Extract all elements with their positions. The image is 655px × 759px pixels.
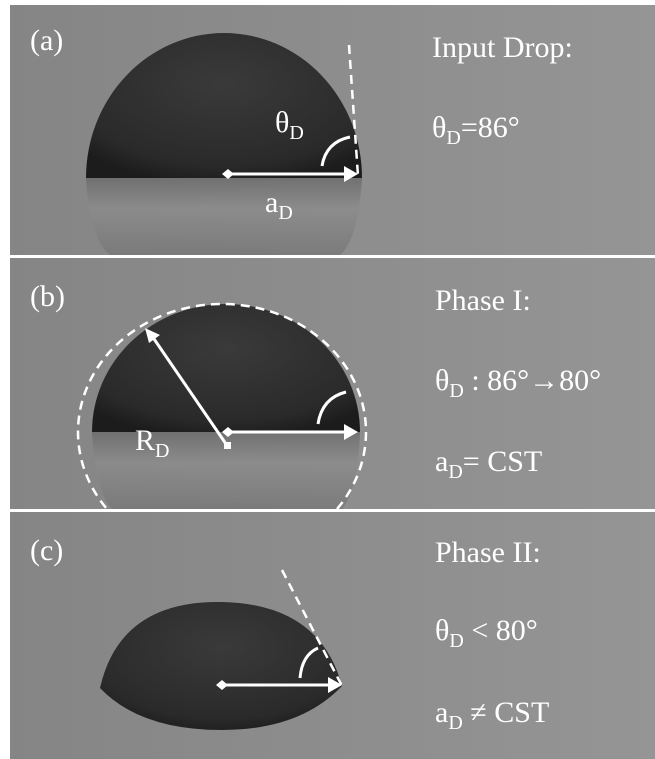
subscript: D [155, 440, 169, 462]
subscript: D [448, 712, 462, 734]
symbol: a [435, 696, 448, 729]
figure: (a) Input Drop: θD=86° θD aD (b) Phase I… [0, 0, 655, 759]
center-marker [224, 442, 231, 449]
panel-title: Phase I: [435, 284, 531, 317]
drop-reflection [86, 178, 362, 255]
panel-background [10, 512, 655, 759]
symbol: R [135, 424, 155, 457]
symbol: θ [275, 106, 289, 139]
subscript: D [449, 380, 463, 402]
panel-title: Input Drop: [432, 31, 573, 64]
condition-text: < 80° [464, 614, 538, 647]
panel-label: (c) [30, 534, 63, 567]
panel-label: (a) [30, 24, 63, 57]
symbol: θ [432, 111, 446, 144]
condition-text: : 86°→80° [464, 364, 601, 397]
condition: θD=86° [432, 111, 520, 149]
symbol: θ [435, 614, 449, 647]
panel-a: (a) Input Drop: θD=86° θD aD [10, 5, 655, 255]
panel-title: Phase II: [435, 536, 541, 569]
subscript: D [449, 630, 463, 652]
subscript: D [289, 122, 303, 144]
symbol: a [265, 186, 278, 219]
subscript: D [448, 461, 462, 483]
panel-label: (b) [30, 280, 65, 313]
condition-text: ≠ CST [463, 696, 549, 729]
condition-text: =86° [461, 111, 520, 144]
symbol: θ [435, 364, 449, 397]
symbol: a [435, 445, 448, 478]
panel-c: (c) Phase II: θD < 80° aD ≠ CST [10, 512, 655, 759]
subscript: D [446, 127, 460, 149]
condition-text: = CST [463, 445, 542, 478]
subscript: D [278, 202, 292, 224]
